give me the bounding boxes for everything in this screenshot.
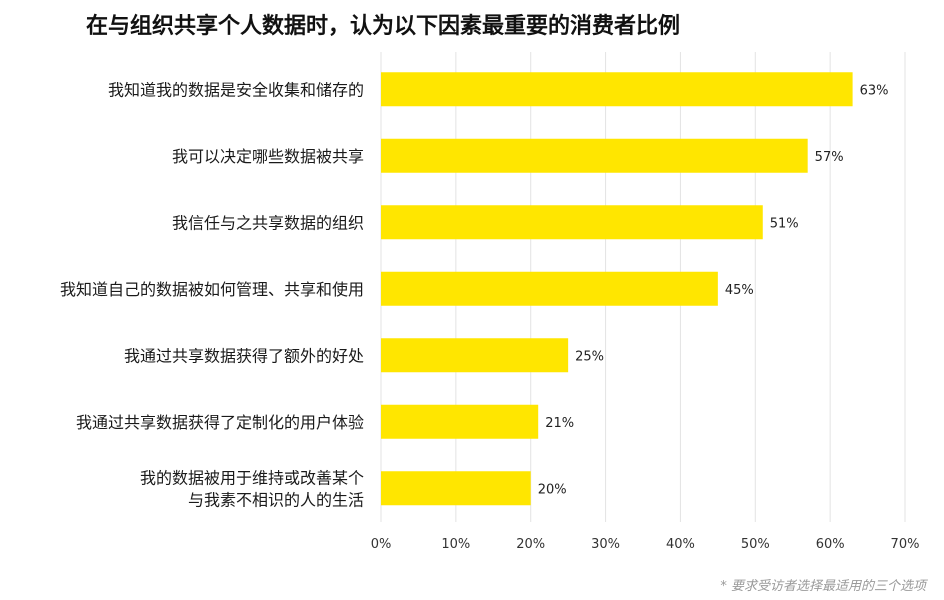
bar	[381, 72, 853, 107]
data-label: 20%	[538, 482, 567, 497]
data-label: 51%	[770, 216, 799, 231]
data-label: 63%	[860, 83, 889, 98]
x-tick-label: 70%	[891, 537, 920, 552]
category-label: 我通过共享数据获得了定制化的用户体验	[76, 413, 364, 432]
bar	[381, 138, 808, 173]
x-tick-label: 20%	[516, 537, 545, 552]
category-label: 我可以决定哪些数据被共享	[172, 147, 364, 166]
category-label: 与我素不相识的人的生活	[188, 490, 364, 509]
bar	[381, 471, 531, 506]
chart-title: 在与组织共享个人数据时，认为以下因素最重要的消费者比例	[86, 14, 681, 39]
x-tick-label: 10%	[441, 537, 470, 552]
category-label: 我的数据被用于维持或改善某个	[140, 468, 364, 487]
bar	[381, 404, 539, 439]
data-label: 21%	[545, 416, 574, 431]
category-label: 我信任与之共享数据的组织	[172, 213, 364, 232]
x-tick-label: 50%	[741, 537, 770, 552]
x-tick-label: 30%	[591, 537, 620, 552]
category-label: 我知道我的数据是安全收集和储存的	[108, 80, 364, 99]
data-label: 57%	[815, 150, 844, 165]
data-label: 25%	[575, 349, 604, 364]
footnote: * 要求受访者选择最适用的三个选项	[720, 579, 926, 594]
category-label: 我通过共享数据获得了额外的好处	[124, 346, 364, 365]
category-label: 我知道自己的数据被如何管理、共享和使用	[60, 280, 364, 299]
data-label: 45%	[725, 283, 754, 298]
x-tick-label: 40%	[666, 537, 695, 552]
bar	[381, 338, 569, 373]
bar	[381, 205, 763, 240]
x-tick-label: 60%	[816, 537, 845, 552]
x-tick-label: 0%	[371, 537, 392, 552]
bar	[381, 271, 718, 306]
